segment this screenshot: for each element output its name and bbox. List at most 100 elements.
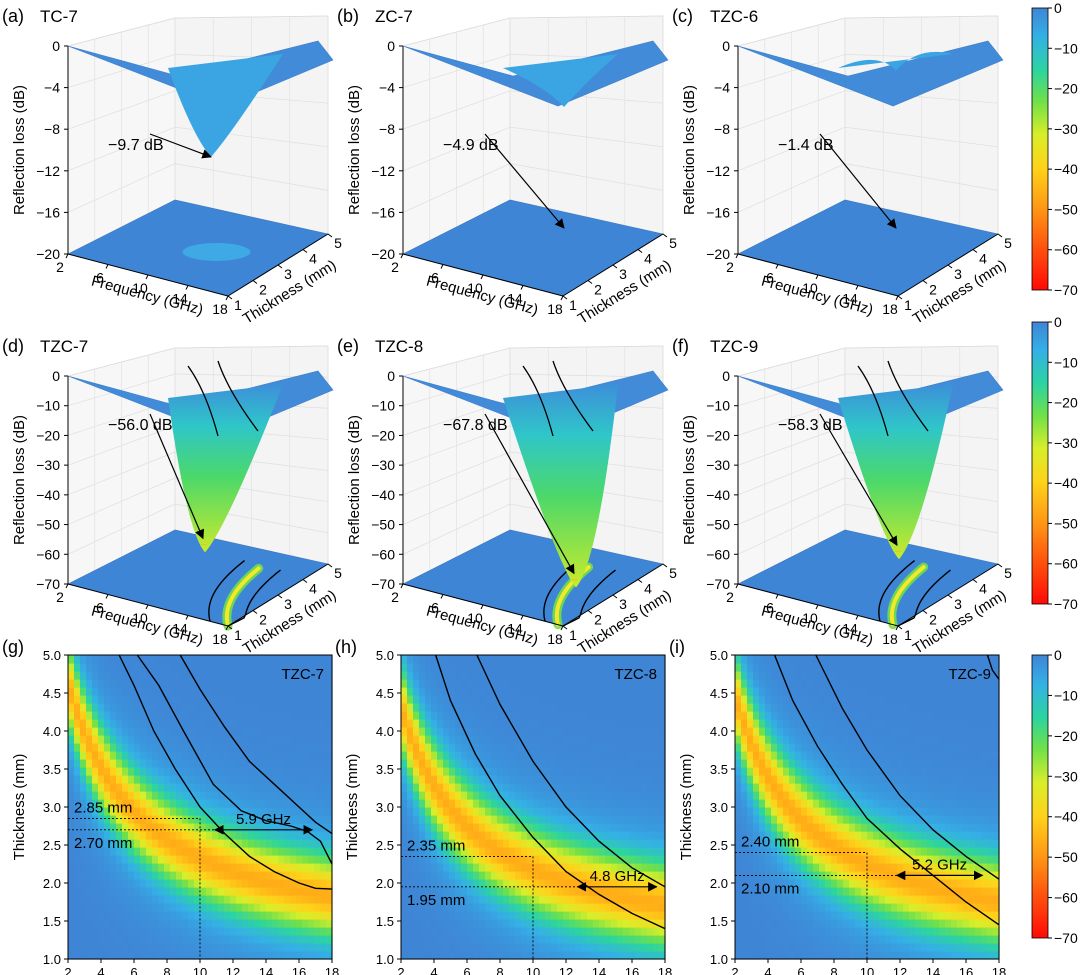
heat-cell xyxy=(182,679,189,688)
heat-cell xyxy=(897,783,904,792)
heat-cell xyxy=(407,743,414,752)
heat-cell xyxy=(527,751,534,760)
heat-cell xyxy=(176,935,183,944)
heat-cell xyxy=(122,703,129,712)
heat-cell xyxy=(777,663,784,672)
heat-cell xyxy=(611,751,618,760)
heat-cell xyxy=(623,871,630,880)
heat-cell xyxy=(194,831,201,840)
heat-cell xyxy=(563,751,570,760)
heat-cell xyxy=(170,927,177,936)
heat-cell xyxy=(813,695,820,704)
heat-cell xyxy=(449,727,456,736)
heat-cell xyxy=(783,719,790,728)
heat-cell xyxy=(296,719,303,728)
heat-cell xyxy=(741,839,748,848)
heat-cell xyxy=(176,751,183,760)
heat-cell xyxy=(140,799,147,808)
thickness-tick-label: 5 xyxy=(334,565,342,581)
heat-cell xyxy=(134,679,141,688)
heat-cell xyxy=(485,663,492,672)
heat-cell xyxy=(224,743,231,752)
heat-cell xyxy=(419,687,426,696)
heat-cell xyxy=(236,807,243,816)
heat-cell xyxy=(443,815,450,824)
heat-cell xyxy=(855,791,862,800)
heat-cell xyxy=(128,839,135,848)
heat-cell xyxy=(140,719,147,728)
heat-cell xyxy=(801,743,808,752)
heat-cell xyxy=(587,943,594,952)
heat-cell xyxy=(164,687,171,696)
heat-cell xyxy=(236,903,243,912)
heat-cell xyxy=(807,695,814,704)
heat-cell xyxy=(527,895,534,904)
heat-cell xyxy=(134,887,141,896)
heat-cell xyxy=(461,815,468,824)
heat-cell xyxy=(551,751,558,760)
heat-cell xyxy=(278,695,285,704)
panel-label: (c) xyxy=(672,6,693,26)
heat-cell xyxy=(128,919,135,928)
heat-cell xyxy=(74,663,81,672)
heat-cell xyxy=(176,823,183,832)
heat-cell xyxy=(539,839,546,848)
heat-cell xyxy=(593,767,600,776)
heat-cell xyxy=(314,847,321,856)
heat-cell xyxy=(128,671,135,680)
heat-cell xyxy=(515,903,522,912)
heat-cell xyxy=(575,719,582,728)
heat-cell xyxy=(623,887,630,896)
heat-cell xyxy=(599,919,606,928)
heat-cell xyxy=(158,759,165,768)
heat-cell xyxy=(302,695,309,704)
heat-cell xyxy=(759,759,766,768)
heat-cell xyxy=(771,887,778,896)
heat-cell xyxy=(425,863,432,872)
heat-cell xyxy=(653,895,660,904)
heat-cell xyxy=(146,751,153,760)
heat-cell xyxy=(431,655,438,664)
heat-cell xyxy=(266,711,273,720)
heat-cell xyxy=(407,903,414,912)
heat-cell xyxy=(503,879,510,888)
heat-cell xyxy=(635,831,642,840)
heat-cell xyxy=(68,823,75,832)
heat-cell xyxy=(509,735,516,744)
heat-cell xyxy=(557,791,564,800)
heat-cell xyxy=(557,831,564,840)
heat-cell xyxy=(897,911,904,920)
heat-cell xyxy=(254,759,261,768)
heat-cell xyxy=(212,671,219,680)
heat-cell xyxy=(86,831,93,840)
heat-cell xyxy=(491,799,498,808)
heat-cell xyxy=(891,815,898,824)
y-tick-label: 5.0 xyxy=(376,648,394,663)
heat-cell xyxy=(771,775,778,784)
x-tick-label: 14 xyxy=(259,965,273,975)
heat-cell xyxy=(140,895,147,904)
y-axis-label: Thickness (mm) xyxy=(344,754,361,861)
heat-cell xyxy=(116,855,123,864)
heat-cell xyxy=(801,735,808,744)
heat-cell xyxy=(563,775,570,784)
heat-cell xyxy=(425,831,432,840)
heat-cell xyxy=(455,903,462,912)
freq-tick-label: 2 xyxy=(391,259,399,275)
heat-cell xyxy=(254,855,261,864)
heat-cell xyxy=(741,815,748,824)
heat-cell xyxy=(539,823,546,832)
heat-cell xyxy=(98,935,105,944)
heat-cell xyxy=(635,727,642,736)
heat-cell xyxy=(224,903,231,912)
heat-cell xyxy=(413,815,420,824)
heat-cell xyxy=(413,711,420,720)
heat-cell xyxy=(807,855,814,864)
heat-cell xyxy=(92,735,99,744)
heat-cell xyxy=(401,823,408,832)
heat-cell xyxy=(659,791,666,800)
heat-cell xyxy=(302,839,309,848)
heat-cell xyxy=(819,823,826,832)
heat-cell xyxy=(867,695,874,704)
heat-cell xyxy=(272,887,279,896)
